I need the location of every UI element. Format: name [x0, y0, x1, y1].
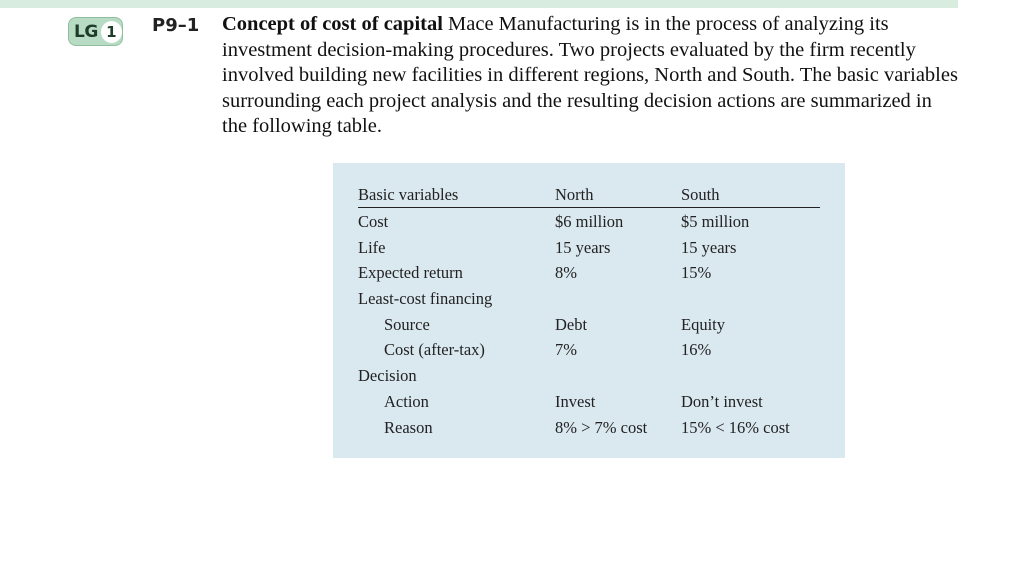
learning-goal-prefix: LG [74, 21, 98, 42]
row-label: Cost (after-tax) [384, 340, 485, 360]
summary-table-box: Basic variables North South Cost $6 milli… [333, 163, 845, 458]
header-north: North [555, 185, 594, 204]
row-label: Reason [384, 417, 433, 437]
problem-statement: Concept of cost of capital Mace Manufact… [222, 12, 962, 140]
south-value: Don’t invest [681, 391, 763, 411]
table-header-row: Basic variables North South [358, 183, 820, 209]
top-divider [0, 0, 958, 8]
table-row: Source Debt Equity [358, 312, 820, 338]
problem-number: P9–1 [152, 15, 200, 36]
south-value: Equity [681, 314, 725, 334]
header-south: South [681, 185, 720, 204]
north-value: $6 million [555, 212, 624, 231]
north-value: Debt [555, 314, 588, 334]
table-row: Least-cost financing [358, 286, 820, 312]
north-value: 8% [555, 263, 577, 283]
table-row: Cost (after-tax) 7% 16% [358, 337, 820, 363]
learning-goal-badge: LG 1 [68, 17, 123, 46]
row-label: Cost [358, 212, 389, 231]
table-row: Cost $6 million $5 million [358, 209, 820, 235]
row-label: Decision [358, 366, 417, 386]
north-value: Invest [555, 391, 596, 411]
south-value: $5 million [681, 212, 750, 231]
header-basic-variables: Basic variables [358, 185, 459, 204]
row-label: Expected return [358, 263, 463, 283]
south-value: 15 years [681, 237, 737, 257]
table-row: Expected return 8% 15% [358, 260, 820, 286]
summary-table: Basic variables North South Cost $6 milli… [358, 183, 820, 440]
row-label: Life [358, 237, 386, 257]
north-value: 15 years [555, 237, 611, 257]
problem-title: Concept of cost of capital [222, 13, 443, 35]
learning-goal-number: 1 [100, 20, 122, 43]
table-row: Action Invest Don’t invest [358, 389, 820, 415]
row-label: Source [384, 314, 430, 334]
problem-body: Mace Manufacturing is in the process of … [222, 13, 958, 137]
south-value: 15% [681, 263, 712, 283]
table-body: Cost $6 million $5 million Life 15 years 15 y… [358, 209, 820, 440]
north-value: 7% [555, 340, 577, 360]
south-value: 15% < 16% cost [681, 417, 790, 437]
header-rule [358, 207, 820, 208]
row-label: Action [384, 391, 429, 411]
north-value: 8% > 7% cost [555, 417, 648, 437]
table-row: Life 15 years 15 years [358, 235, 820, 261]
south-value: 16% [681, 340, 712, 360]
table-row: Reason 8% > 7% cost 15% < 16% cost [358, 415, 820, 441]
row-label: Least-cost financing [358, 289, 493, 309]
table-row: Decision [358, 363, 820, 389]
